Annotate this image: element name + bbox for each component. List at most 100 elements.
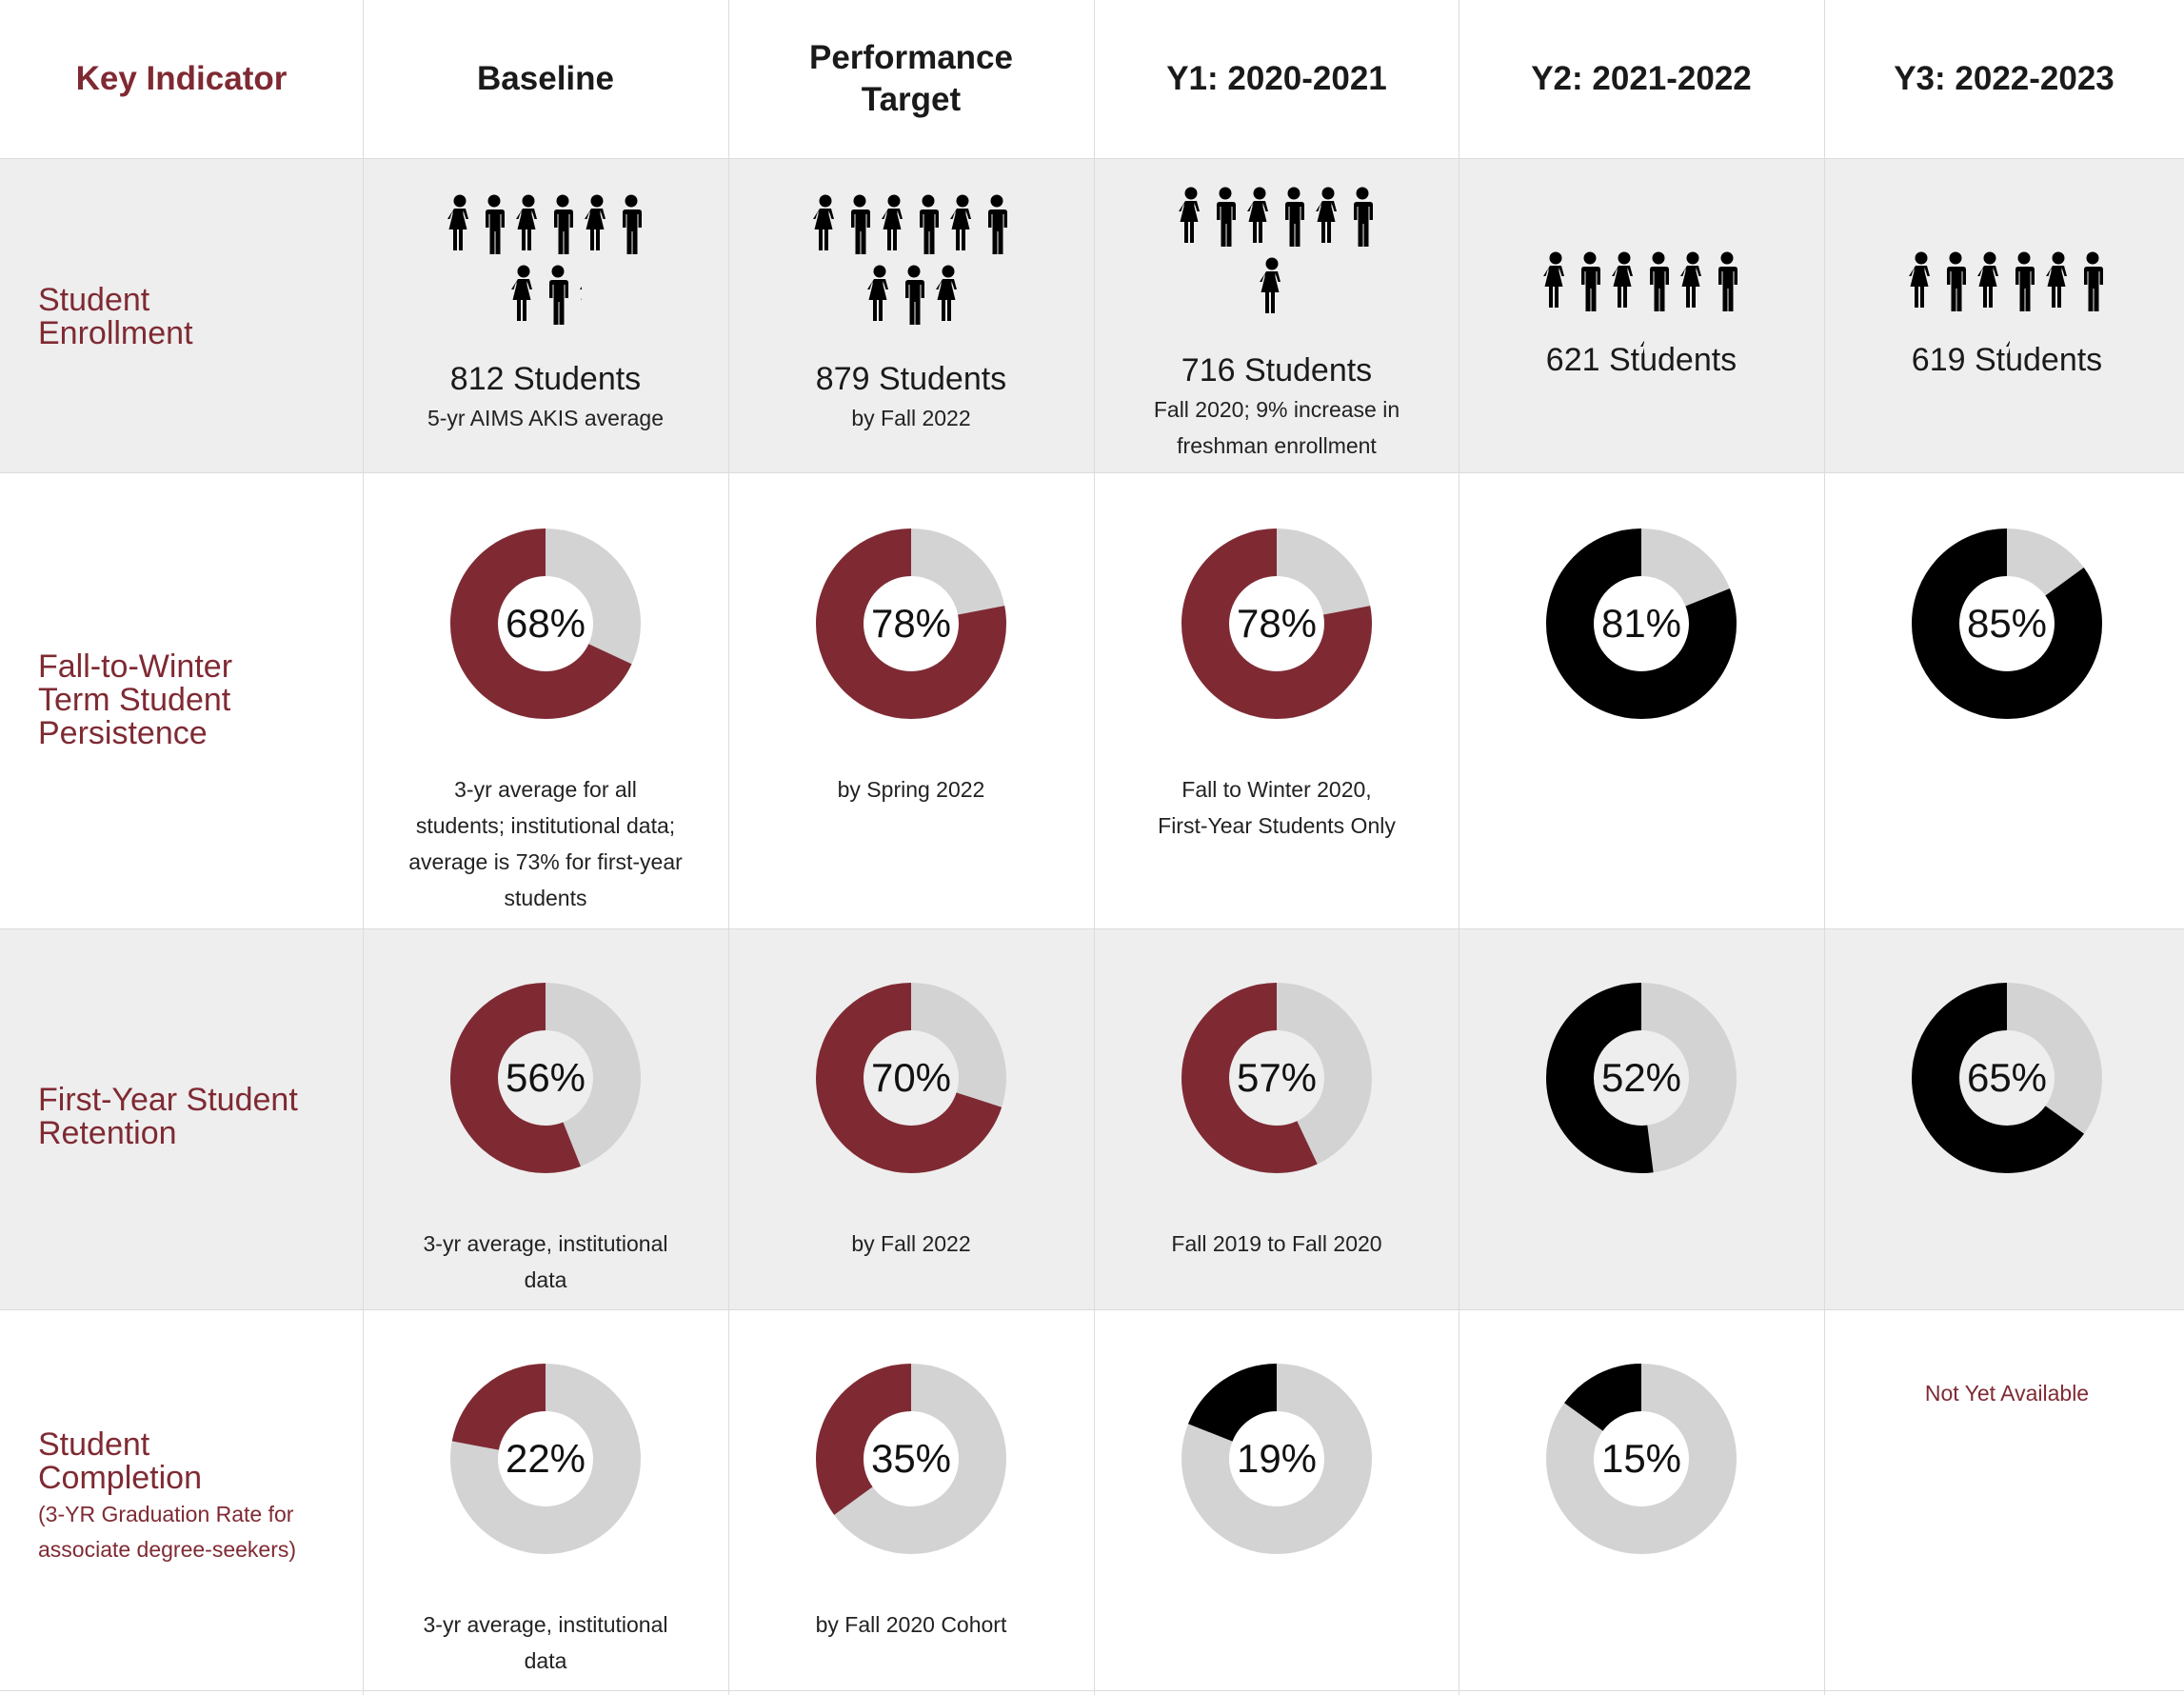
donut-value-segment [450, 983, 641, 1173]
completion-donut-baseline [450, 1364, 641, 1554]
completion-note: 3-yr average, institutional data [423, 1612, 668, 1673]
row-divider [0, 1690, 2184, 1691]
person-icon [585, 194, 606, 250]
donut-value-segment [1546, 1364, 1737, 1554]
person-icon [1718, 251, 1737, 311]
enrollment-cell-y2: 621 Students [1459, 158, 1824, 472]
person-icon [516, 194, 537, 250]
enrollment-figures-y3 [1824, 251, 2184, 392]
completion-percent-label: 19% [1236, 1436, 1318, 1481]
row-label-persistence: Fall-to-Winter Term Student Persistence [38, 648, 233, 751]
row-divider [0, 928, 2184, 929]
retention-donut-y1 [1181, 983, 1372, 1173]
column-divider [728, 0, 729, 1695]
person-icon [486, 194, 505, 254]
retention-note: Fall 2019 to Fall 2020 [1171, 1231, 1382, 1256]
donut-value-segment [816, 983, 1006, 1173]
person-icon [867, 265, 889, 321]
person-icon [936, 265, 957, 321]
person-icon [2084, 251, 2103, 311]
enrollment-row-band [0, 158, 2184, 472]
person-icon [1316, 187, 1337, 243]
person-icon [905, 265, 925, 325]
column-divider [1094, 0, 1095, 1695]
persistence-cell-y3: 85% [1824, 472, 2184, 928]
person-icon [1612, 251, 1633, 308]
retention-note: by Fall 2022 [851, 1231, 971, 1256]
person-icon [1543, 251, 1564, 308]
completion-donut-y2 [1546, 1364, 1737, 1554]
enrollment-figures-target [728, 194, 1094, 335]
donut-value-segment [1181, 983, 1372, 1173]
donut-value-segment [1181, 528, 1372, 719]
person-icon [1259, 257, 1281, 313]
person-icon [2006, 341, 2010, 357]
enrollment-cell-y3: 619 Students [1824, 158, 2184, 472]
retention-percent-label: 52% [1600, 1055, 1682, 1100]
persistence-cell-y1: 78% Fall to Winter 2020, First-Year Stud… [1094, 472, 1459, 928]
donut-value-segment [450, 528, 641, 719]
person-icon [580, 286, 582, 300]
completion-percent-label: 15% [1600, 1436, 1682, 1481]
row-label-retention: First-Year Student Retention [38, 1082, 298, 1151]
completion-percent-label: 35% [870, 1436, 952, 1481]
donut-value-segment [1912, 528, 2102, 719]
donut-value-segment [1912, 983, 2102, 1173]
completion-cell-y3: Not Yet Available [1824, 1309, 2184, 1690]
retention-note: 3-yr average, institutional data [423, 1231, 668, 1292]
row-label-enrollment: Student Enrollment [38, 282, 193, 351]
enrollment-count: 879 Students [815, 361, 1007, 397]
donut-value-segment [450, 1364, 641, 1554]
person-icon [813, 194, 834, 250]
enrollment-cell-y1: 716 Students Fall 2020; 9% increase in f… [1094, 158, 1459, 472]
person-icon [851, 194, 870, 254]
persistence-cell-y2: 81% [1459, 472, 1824, 928]
row-label-completion: Student Completion (3-YR Graduation Rate… [38, 1428, 352, 1567]
enrollment-cell-target: 879 Students by Fall 2022 [728, 158, 1094, 472]
retention-donut-y2 [1546, 983, 1737, 1173]
enrollment-figures-baseline [363, 194, 728, 335]
retention-cell-target: 70% by Fall 2022 [728, 928, 1094, 1309]
retention-cell-y3: 65% [1824, 928, 2184, 1309]
retention-percent-label: 56% [505, 1055, 586, 1100]
persistence-donut-y1 [1181, 528, 1372, 719]
persistence-donut-baseline [450, 528, 641, 719]
donut-value-segment [1546, 983, 1737, 1173]
person-icon [1217, 187, 1236, 247]
person-icon [554, 194, 573, 254]
retention-cell-baseline: 56% 3-yr average, institutional data [363, 928, 728, 1309]
header-baseline: Baseline [477, 60, 614, 97]
persistence-note: 3-yr average for all students; instituti… [408, 777, 683, 910]
person-icon [549, 265, 568, 325]
person-icon [447, 194, 468, 250]
row-divider [0, 472, 2184, 473]
column-divider [1824, 0, 1825, 1695]
person-icon [1650, 251, 1669, 311]
enrollment-count: 716 Students [1181, 352, 1373, 389]
enrollment-count: 619 Students [1911, 342, 2103, 378]
enrollment-note: by Fall 2022 [851, 406, 971, 430]
completion-cell-baseline: 22% 3-yr average, institutional data [363, 1309, 728, 1690]
enrollment-figures-y2 [1459, 251, 1824, 392]
person-icon [950, 194, 971, 250]
person-icon [1354, 187, 1373, 247]
person-icon [623, 194, 642, 254]
persistence-note: Fall to Winter 2020, [1181, 777, 1372, 802]
donut-value-segment [816, 528, 1006, 719]
person-icon [1581, 251, 1600, 311]
persistence-note: by Spring 2022 [837, 777, 985, 802]
enrollment-cell-baseline: 812 Students 5-yr AIMS AKIS average [363, 158, 728, 472]
retention-donut-baseline [450, 983, 641, 1173]
person-icon [1179, 187, 1200, 243]
retention-row-band [0, 928, 2184, 1309]
header-y2: Y2: 2021-2022 [1531, 60, 1752, 97]
retention-percent-label: 70% [870, 1055, 952, 1100]
header-y3: Y3: 2022-2023 [1894, 60, 2115, 97]
completion-cell-y1: 19% [1094, 1309, 1459, 1690]
completion-not-available: Not Yet Available [1924, 1381, 2090, 1406]
persistence-donut-y2 [1546, 528, 1737, 719]
person-icon [920, 194, 939, 254]
person-icon [1909, 251, 1930, 308]
enrollment-note: 5-yr AIMS AKIS average [427, 406, 664, 430]
completion-note: by Fall 2020 Cohort [815, 1612, 1007, 1637]
